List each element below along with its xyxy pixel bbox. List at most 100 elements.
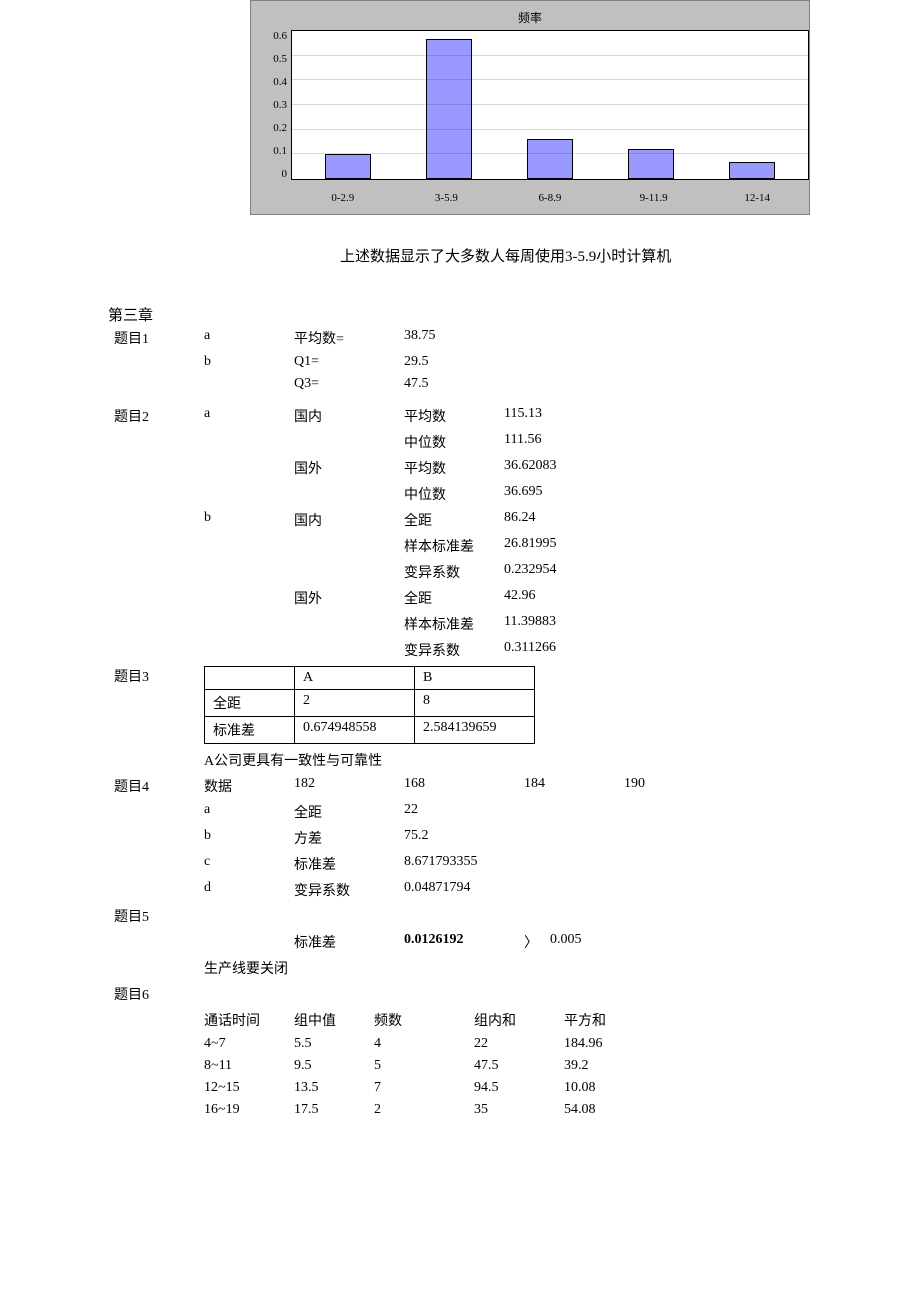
q2-for-range: 42.96: [498, 585, 598, 611]
q6-r3c0: 16~19: [198, 1099, 288, 1121]
q4-data-label: 数据: [198, 773, 288, 799]
q2-cv-label: 变异系数: [398, 559, 498, 585]
q6-r3c2: 2: [368, 1099, 468, 1121]
q2-part-b: b: [198, 507, 288, 533]
q4-d0: 182: [288, 773, 398, 799]
q6-r2c2: 7: [368, 1077, 468, 1099]
frequency-chart: 频率 0.6 0.5 0.4 0.3 0.2 0.1 0 0-2.93-5.96…: [250, 0, 810, 215]
bar: [426, 39, 472, 179]
q6-title: 题目6: [108, 981, 198, 1007]
q6-r1c4: 39.2: [558, 1055, 648, 1077]
q5-std-label: 标准差: [288, 929, 398, 955]
q6-r3c1: 17.5: [288, 1099, 368, 1121]
q6-r1c3: 47.5: [468, 1055, 558, 1077]
q6-h2: 频数: [368, 1007, 468, 1033]
q2-for-std: 11.39883: [498, 611, 598, 637]
q2-for-median: 36.695: [498, 481, 598, 507]
q2-mean-label2: 平均数: [398, 455, 498, 481]
q6-h0: 通话时间: [198, 1007, 288, 1033]
q5-table: 题目5 标准差 0.0126192 〉 0.005 生产线要关闭: [108, 903, 588, 981]
y-axis: 0.6 0.5 0.4 0.3 0.2 0.1 0: [251, 30, 291, 180]
q1-q3-val: 47.5: [398, 373, 518, 395]
x-tick: 12-14: [729, 192, 785, 204]
q3-range-label: 全距: [205, 690, 295, 717]
q4-std-val: 8.671793355: [398, 851, 518, 877]
q6-r3c3: 35: [468, 1099, 558, 1121]
q6-h3: 组内和: [468, 1007, 558, 1033]
x-axis: 0-2.93-5.96-8.99-11.912-14: [251, 186, 809, 214]
q3-r2-a: 0.674948558: [295, 717, 415, 744]
q2-part-a: a: [198, 403, 288, 429]
q2-table: 题目2 a 国内 平均数 115.13 中位数 111.56 国外 平均数 36…: [108, 403, 598, 663]
plot-area: [291, 30, 809, 180]
q4-a: a: [198, 799, 288, 825]
chapter-heading: 第三章: [0, 304, 920, 325]
q3-title: 题目3: [108, 663, 198, 747]
q2-median-label: 中位数: [398, 429, 498, 455]
q3-r2-b: 2.584139659: [415, 717, 535, 744]
q1-mean-label: 平均数=: [288, 325, 398, 351]
q1-title: 题目1: [108, 325, 198, 351]
q5-title: 题目5: [108, 903, 198, 929]
q2-dom-range: 86.24: [498, 507, 598, 533]
q2-title: 题目2: [108, 403, 198, 429]
q4-cv-label: 变异系数: [288, 877, 398, 903]
q4-var-val: 75.2: [398, 825, 518, 851]
q6-h4: 平方和: [558, 1007, 648, 1033]
q2-range-label2: 全距: [398, 585, 498, 611]
q6-r0c1: 5.5: [288, 1033, 368, 1055]
ytick: 0.3: [273, 99, 287, 111]
q2-for-cv: 0.311266: [498, 637, 598, 663]
x-tick: 6-8.9: [522, 192, 578, 204]
q2-dom-cv: 0.232954: [498, 559, 598, 585]
bar: [325, 154, 371, 179]
q6-r2c1: 13.5: [288, 1077, 368, 1099]
q2-foreign: 国外: [288, 455, 398, 481]
q2-foreign2: 国外: [288, 585, 398, 611]
q2-median-label2: 中位数: [398, 481, 498, 507]
q5-gt: 〉: [518, 929, 544, 955]
q6-r3c4: 54.08: [558, 1099, 648, 1121]
q6-r1c0: 8~11: [198, 1055, 288, 1077]
q6-r0c2: 4: [368, 1033, 468, 1055]
q3-note: A公司更具有一致性与可靠性: [198, 747, 598, 773]
q1-part-b: b: [198, 351, 288, 373]
q1-mean-val: 38.75: [398, 325, 518, 351]
q3-col-b: B: [415, 667, 535, 690]
q3-col-a: A: [295, 667, 415, 690]
q2-mean-label: 平均数: [398, 403, 498, 429]
q6-r2c3: 94.5: [468, 1077, 558, 1099]
chart-caption: 上述数据显示了大多数人每周使用3-5.9小时计算机: [0, 215, 920, 286]
q6-r2c0: 12~15: [198, 1077, 288, 1099]
q2-range-label: 全距: [398, 507, 498, 533]
q6-r0c3: 22: [468, 1033, 558, 1055]
q3-r1-b: 8: [415, 690, 535, 717]
q2-cv-label2: 变异系数: [398, 637, 498, 663]
chart-title: 频率: [251, 1, 809, 30]
q5-note: 生产线要关闭: [198, 955, 544, 981]
ytick: 0.5: [273, 53, 287, 65]
q4-c: c: [198, 851, 288, 877]
q2-domestic: 国内: [288, 403, 398, 429]
q4-range-val: 22: [398, 799, 518, 825]
q4-table: 题目4 数据 182 168 184 190 a 全距 22 b 方差 75.2…: [108, 773, 718, 903]
q2-std-label: 样本标准差: [398, 533, 498, 559]
q4-d3: 190: [618, 773, 718, 799]
q6-table: 题目6 通话时间 组中值 频数 组内和 平方和 4~7 5.5 4 22 184…: [108, 981, 648, 1121]
q2-domestic2: 国内: [288, 507, 398, 533]
q1-part-a: a: [198, 325, 288, 351]
ytick: 0: [282, 168, 288, 180]
bar: [729, 162, 775, 180]
q4-std-label: 标准差: [288, 851, 398, 877]
q4-var-label: 方差: [288, 825, 398, 851]
q2-dom-median: 111.56: [498, 429, 598, 455]
q1-q1-val: 29.5: [398, 351, 518, 373]
q6-r0c4: 184.96: [558, 1033, 648, 1055]
chart-side-label: c: [0, 0, 250, 26]
q1-q3-label: Q3=: [288, 373, 398, 395]
q4-title: 题目4: [108, 773, 198, 799]
q2-for-mean: 36.62083: [498, 455, 598, 481]
q5-threshold: 0.005: [544, 929, 588, 955]
q1-q1-label: Q1=: [288, 351, 398, 373]
q2-dom-std: 26.81995: [498, 533, 598, 559]
